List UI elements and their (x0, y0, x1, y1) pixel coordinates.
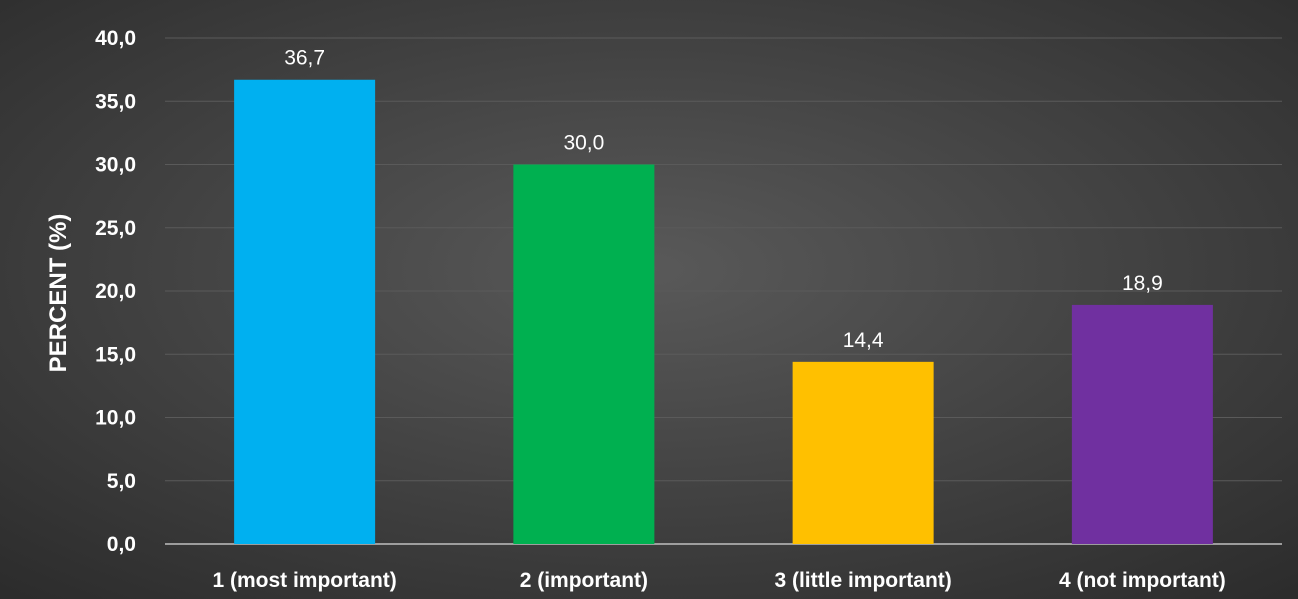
x-tick-label: 2 (important) (520, 569, 648, 592)
bar (1071, 304, 1213, 544)
data-label: 30,0 (563, 132, 604, 155)
y-tick-label: 30,0 (95, 154, 136, 177)
y-tick-label: 40,0 (95, 27, 136, 50)
x-tick-label: 1 (most important) (212, 569, 396, 592)
y-tick-label: 5,0 (107, 470, 136, 493)
y-tick-label: 35,0 (95, 90, 136, 113)
y-tick-label: 0,0 (107, 533, 136, 556)
x-tick-label: 4 (not important) (1059, 569, 1226, 592)
y-tick-label: 15,0 (95, 343, 136, 366)
x-tick-label: 3 (little important) (774, 569, 951, 592)
bar (792, 361, 934, 544)
data-label: 14,4 (843, 329, 884, 352)
y-tick-label: 25,0 (95, 217, 136, 240)
y-axis-title: PERCENT (%) (45, 214, 72, 373)
y-tick-label: 20,0 (95, 280, 136, 303)
value-labels: 36,7 30,0 14,4 18,9 (284, 47, 1163, 352)
y-tick-label: 10,0 (95, 407, 136, 430)
data-label: 36,7 (284, 47, 325, 70)
bars (234, 79, 1213, 545)
x-category-labels: 1 (most important) 2 (important) 3 (little… (212, 569, 1225, 592)
y-tick-labels: 0,0 5,0 10,0 15,0 20,0 25,0 30,0 35,0 40,0 (95, 27, 136, 556)
data-label: 18,9 (1122, 272, 1163, 295)
bar (513, 164, 655, 544)
bar (234, 79, 376, 545)
